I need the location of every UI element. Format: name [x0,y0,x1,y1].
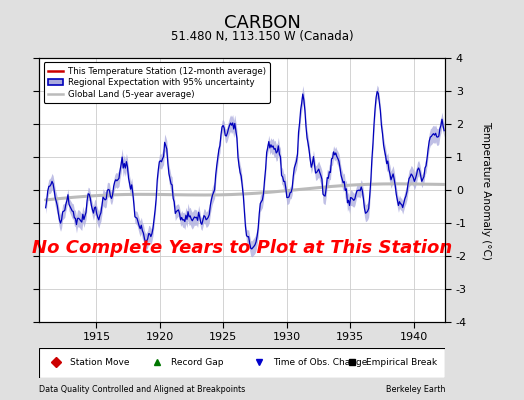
Text: No Complete Years to Plot at This Station: No Complete Years to Plot at This Statio… [32,239,453,257]
Y-axis label: Temperature Anomaly (°C): Temperature Anomaly (°C) [481,120,491,260]
Text: Record Gap: Record Gap [171,358,224,367]
Legend: This Temperature Station (12-month average), Regional Expectation with 95% uncer: This Temperature Station (12-month avera… [43,62,270,103]
Text: Time of Obs. Change: Time of Obs. Change [273,358,367,367]
Text: Berkeley Earth: Berkeley Earth [386,385,445,394]
Text: Station Move: Station Move [70,358,129,367]
Text: CARBON: CARBON [224,14,300,32]
Text: Empirical Break: Empirical Break [366,358,438,367]
Text: 51.480 N, 113.150 W (Canada): 51.480 N, 113.150 W (Canada) [171,30,353,43]
Text: Data Quality Controlled and Aligned at Breakpoints: Data Quality Controlled and Aligned at B… [39,385,246,394]
